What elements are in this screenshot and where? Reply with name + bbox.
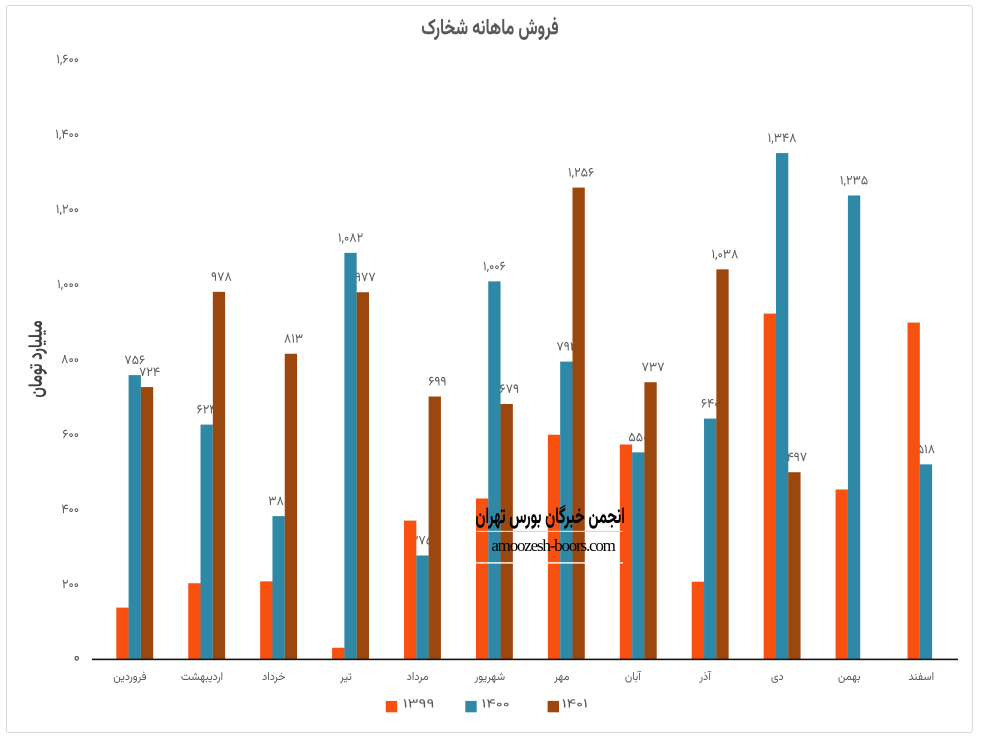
svg-text:amoozesh-boors.com: amoozesh-boors.com [491, 536, 615, 555]
